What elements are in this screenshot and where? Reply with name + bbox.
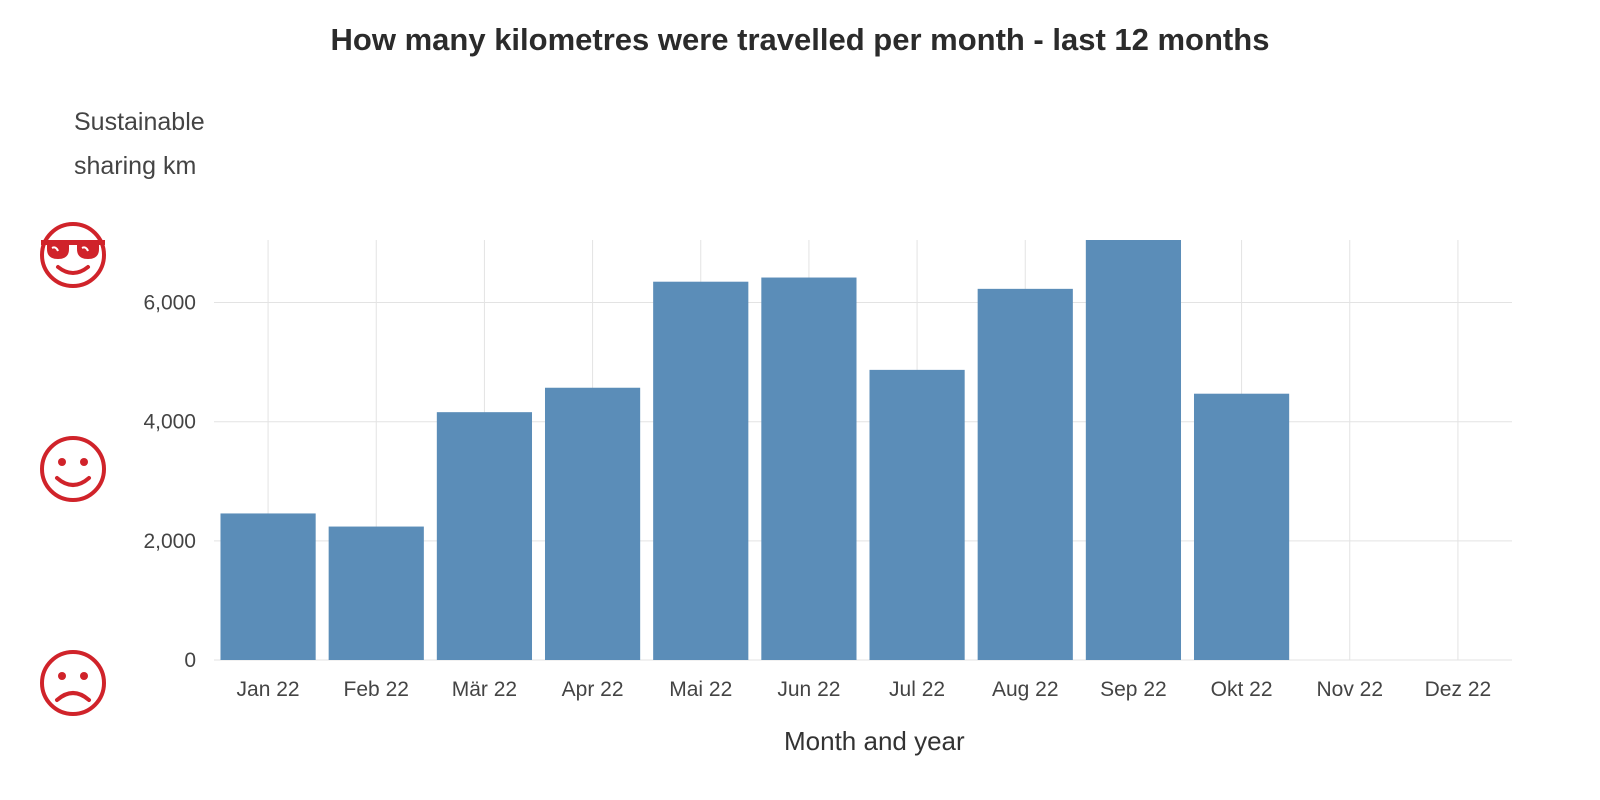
bar-apr-22: [544, 387, 641, 660]
x-tick-label: Jul 22: [889, 678, 945, 701]
sad-face-icon: [40, 650, 106, 716]
chart-title: How many kilometres were travelled per m…: [330, 22, 1270, 57]
cool-face-icon: [40, 222, 106, 288]
bar-mär-22: [436, 412, 533, 660]
x-tick-label: Nov 22: [1316, 678, 1383, 701]
y-axis-title-line-1: Sustainable: [74, 108, 205, 136]
x-tick-label: Jan 22: [237, 678, 300, 701]
bar-jun-22: [761, 277, 857, 660]
y-tick-label: 4,000: [143, 411, 196, 434]
bar-okt-22: [1193, 393, 1290, 660]
bar-jan-22: [220, 513, 316, 660]
x-tick-label: Jun 22: [777, 678, 840, 701]
x-tick-label: Okt 22: [1211, 678, 1273, 701]
x-tick-label: Apr 22: [562, 678, 624, 701]
x-axis-title: Month and year: [784, 726, 965, 756]
bar-mai-22: [653, 281, 749, 660]
x-tick-label: Dez 22: [1425, 678, 1492, 701]
bar-feb-22: [328, 526, 424, 660]
bar-sep-22: [1085, 240, 1182, 660]
x-tick-label: Aug 22: [992, 678, 1059, 701]
y-tick-label: 0: [184, 649, 196, 672]
y-tick-label: 6,000: [143, 292, 196, 315]
x-tick-label: Feb 22: [344, 678, 409, 701]
y-axis-title-line-2: sharing km: [74, 152, 197, 180]
smile-face-icon: [40, 436, 106, 502]
bars: [220, 240, 1290, 660]
y-axis-title: Sustainable sharing km: [74, 100, 205, 188]
bar-aug-22: [977, 288, 1073, 660]
y-tick-label: 2,000: [143, 530, 196, 553]
x-tick-label: Mai 22: [669, 678, 732, 701]
y-axis-ticks: 0 2,000 4,000 6,000: [143, 292, 196, 672]
x-tick-label: Mär 22: [452, 678, 517, 701]
bar-jul-22: [869, 369, 965, 660]
x-tick-label: Sep 22: [1100, 678, 1167, 701]
x-axis-ticks: Jan 22 Feb 22 Mär 22 Apr 22 Mai 22 Jun 22 Jul …: [237, 678, 1492, 701]
